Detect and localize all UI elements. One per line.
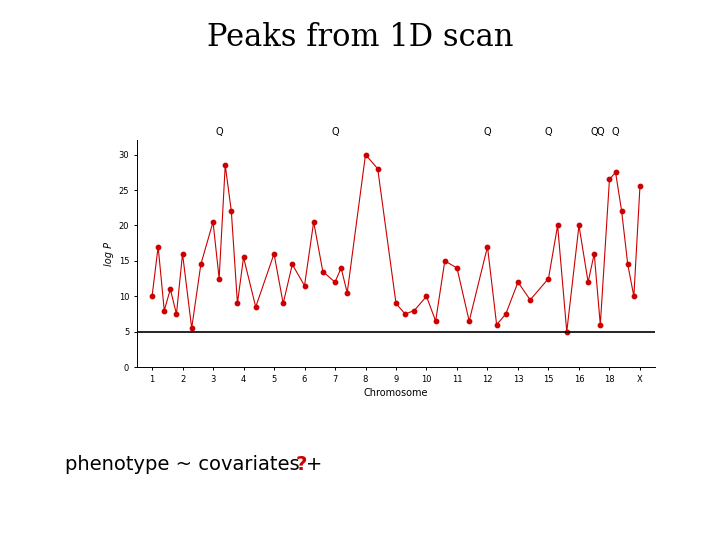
Text: Q: Q [544,127,552,137]
Point [400,310,411,319]
Point [158,306,170,315]
Text: phenotype ~ covariates +: phenotype ~ covariates + [65,455,328,474]
Text: Peaks from 1D scan: Peaks from 1D scan [207,22,513,52]
Point [238,253,249,262]
Point [616,207,627,215]
Point [341,288,353,297]
Point [512,278,523,286]
Text: Q: Q [484,127,491,137]
Point [552,221,563,230]
Point [195,260,207,269]
Point [171,310,182,319]
Point [430,317,441,326]
Point [165,285,176,294]
Point [336,264,347,272]
Point [482,242,493,251]
Point [269,249,280,258]
Text: Q: Q [612,127,619,137]
Point [153,242,164,251]
Point [390,299,402,308]
Point [595,320,606,329]
Point [408,306,420,315]
Point [287,260,298,269]
Point [588,249,600,258]
Point [220,161,231,170]
Point [250,302,261,311]
Text: Q: Q [331,127,339,137]
Point [225,207,237,215]
Point [622,260,634,269]
Point [491,320,503,329]
Point [603,175,615,184]
Point [177,249,189,258]
Point [610,168,621,177]
Point [329,278,341,286]
Point [582,278,594,286]
Point [439,256,451,265]
Point [451,264,463,272]
Point [186,324,197,333]
Point [360,150,372,159]
Point [464,317,475,326]
Point [500,310,511,319]
Point [628,292,639,301]
X-axis label: Chromosome: Chromosome [364,388,428,398]
Text: Q: Q [590,127,598,137]
Text: ?: ? [295,455,307,474]
Point [317,267,328,276]
Point [561,327,572,336]
Y-axis label: log P: log P [104,242,114,266]
Text: Q: Q [596,127,604,137]
Point [308,218,320,226]
Point [524,295,536,304]
Point [213,274,225,283]
Point [634,182,646,191]
Text: Q: Q [215,127,223,137]
Point [207,218,219,226]
Point [146,292,158,301]
Point [372,164,384,173]
Point [543,274,554,283]
Point [299,281,310,290]
Point [277,299,289,308]
Point [573,221,585,230]
Point [232,299,243,308]
Point [420,292,432,301]
